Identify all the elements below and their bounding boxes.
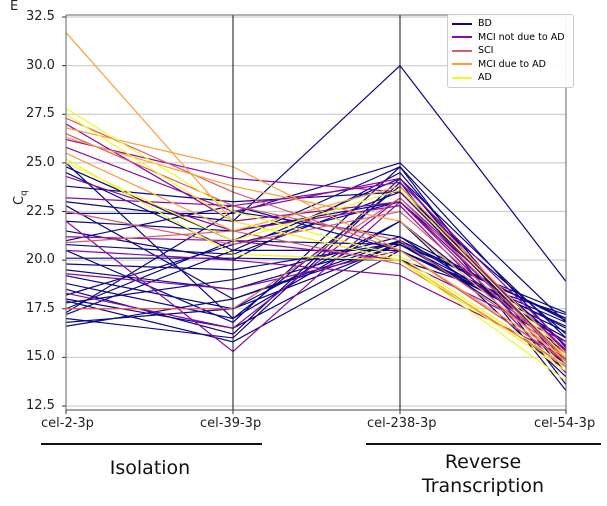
y-tick-label: 32.5	[26, 9, 55, 24]
y-label-text: C	[12, 195, 27, 205]
series-line-sci	[65, 133, 567, 354]
series-line-ad	[65, 107, 567, 366]
y-tick-label: 20.0	[26, 252, 55, 268]
group-label-line: Reverse	[444, 451, 522, 473]
legend-label: SCI	[478, 45, 494, 57]
series-line-sci	[65, 230, 567, 366]
y-tick-label: 12.5	[26, 398, 55, 413]
y-tick-label: 15.0	[26, 349, 55, 365]
series-line-mci-due-to-ad	[65, 137, 567, 362]
series-line-mci-due-to-ad	[65, 152, 567, 354]
panel-letter: E	[10, 0, 19, 14]
series-line-bd	[65, 185, 567, 362]
rt-group-bar	[366, 443, 601, 445]
series-line-mci-not-due-to-ad	[65, 123, 567, 358]
legend-swatch	[452, 63, 472, 66]
legend-swatch	[452, 49, 472, 52]
legend-item: MCI due to AD	[452, 58, 569, 72]
series-line-sci	[66, 197, 567, 360]
y-tick-label: 30.0	[26, 57, 55, 73]
legend-label: AD	[478, 72, 492, 84]
series-line-bd	[65, 220, 567, 354]
legend-label: MCI not due to AD	[478, 31, 565, 43]
series-line-mci-not-due-to-ad	[65, 146, 567, 366]
y-tick-label: 25.0	[26, 154, 55, 170]
series-line-bd	[66, 162, 567, 323]
legend-item: AD	[452, 71, 569, 85]
series-line-sci	[65, 210, 567, 358]
y-tick-label: 27.5	[26, 106, 55, 122]
legend-label: BD	[478, 18, 492, 30]
legend-swatch	[452, 22, 472, 25]
group-label-line: Transcription	[421, 475, 545, 497]
group-label-isolation: Isolation	[109, 457, 191, 479]
y-tick-label: 17.5	[26, 300, 55, 316]
series-line-ad	[65, 162, 567, 358]
legend-swatch	[452, 76, 472, 79]
legend-item: MCI not due to AD	[452, 31, 569, 45]
series-line-bd	[65, 241, 567, 320]
series-line-sci	[65, 117, 567, 362]
series-line-mci-not-due-to-ad	[65, 236, 567, 343]
series-line-bd	[65, 181, 567, 391]
x-tick-label: cel-2-3p	[41, 416, 94, 431]
series-line-bd	[65, 249, 567, 327]
y-label-subscript: q	[19, 190, 30, 196]
x-tick-label: cel-238-3p	[367, 416, 437, 431]
series-line-mci-not-due-to-ad	[65, 175, 567, 374]
legend-item: SCI	[452, 44, 569, 58]
series-line-bd	[65, 64, 567, 282]
x-tick-label: cel-39-3p	[200, 416, 262, 431]
legend-label: MCI due to AD	[478, 58, 546, 70]
group-label-reverse-transcription: Reverse Transcription	[383, 450, 583, 498]
isolation-group-bar	[41, 443, 262, 445]
series-line-mci-not-due-to-ad	[65, 249, 567, 358]
x-tick-label: cel-54-3p	[534, 416, 596, 431]
series-line-ad	[65, 158, 567, 382]
series-line-ad	[65, 113, 567, 372]
legend-item: BD	[452, 17, 569, 31]
legend-swatch	[452, 36, 472, 39]
y-tick-label: 22.5	[26, 203, 55, 219]
legend: BD MCI not due to AD SCI MCI due to AD AD	[447, 14, 574, 88]
